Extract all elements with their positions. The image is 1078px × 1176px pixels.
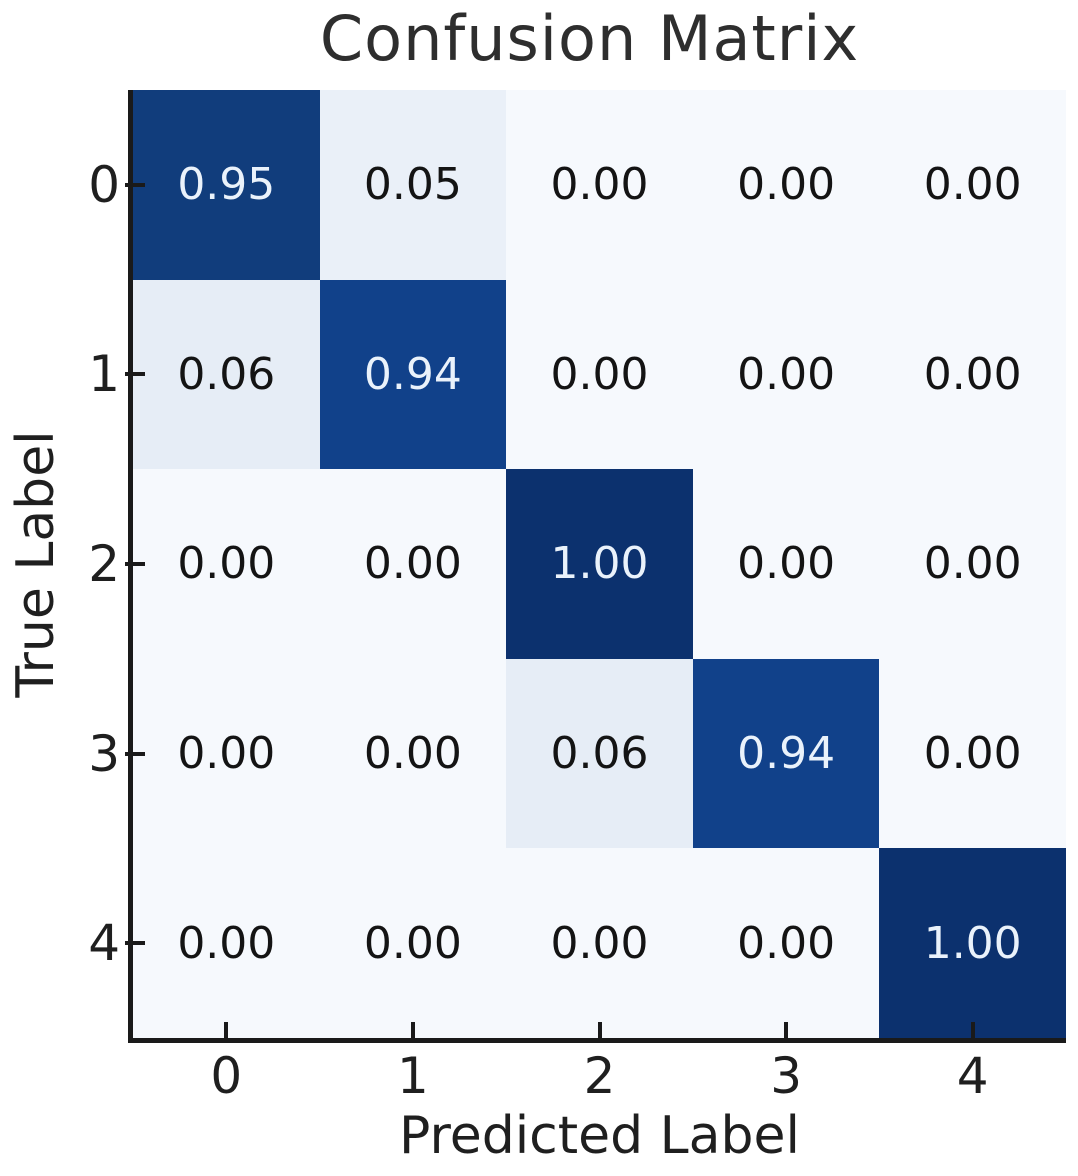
y-tick-label-2: 2 [88,535,120,593]
x-tick-mark-2 [597,1022,602,1041]
matrix-cell-r3c2: 0.06 [506,658,693,849]
x-tick-label-4: 4 [956,1047,989,1105]
x-tick-label-2: 2 [583,1047,616,1105]
matrix-cell-r4c1: 0.00 [319,848,507,1038]
x-tick-mark-3 [784,1022,789,1041]
matrix-cell-r0c2: 0.00 [506,90,693,280]
matrix-cell-r1c4: 0.00 [879,279,1066,470]
x-tick-label-1: 1 [396,1047,429,1105]
matrix-cell-r0c4: 0.00 [879,90,1066,280]
matrix-cell-r2c3: 0.00 [692,469,880,659]
matrix-cell-r3c3: 0.94 [692,658,880,849]
x-tick-mark-4 [970,1022,975,1041]
y-tick-mark-2 [125,562,145,566]
matrix-cell-r2c4: 0.00 [879,469,1066,659]
heatmap-plot: 0.95 0.05 0.00 0.00 0.00 0.06 0.94 0.00 0.00 0.00… [125,90,1066,1043]
matrix-cell-r3c4: 0.00 [879,658,1066,849]
y-tick-label-0: 0 [88,155,120,214]
x-axis-spine [128,1038,1066,1043]
x-axis-label: Predicted Label [399,1106,800,1166]
matrix-cell-r1c0: 0.06 [133,279,320,470]
matrix-cell-r4c4: 1.00 [879,848,1066,1038]
matrix-cell-r3c0: 0.00 [133,658,320,849]
matrix-cell-r4c3: 0.00 [692,848,880,1038]
matrix-cell-r2c0: 0.00 [133,469,320,659]
matrix-cell-r1c3: 0.00 [692,279,880,470]
y-tick-mark-3 [125,751,145,756]
y-tick-mark-0 [125,182,145,187]
matrix-cell-r4c0: 0.00 [133,848,320,1038]
heatmap-cells: 0.95 0.05 0.00 0.00 0.00 0.06 0.94 0.00 0.00 0.00… [133,90,1066,1038]
x-tick-label-0: 0 [210,1047,243,1105]
matrix-cell-r1c1: 0.94 [319,279,507,470]
y-tick-label-1: 1 [88,345,120,404]
matrix-cell-r2c2: 1.00 [506,469,693,659]
matrix-cell-r3c1: 0.00 [319,658,507,849]
y-tick-label-3: 3 [88,724,120,783]
y-tick-label-4: 4 [88,914,120,973]
matrix-cell-r2c1: 0.00 [319,469,507,659]
x-tick-mark-0 [224,1022,229,1041]
matrix-cell-r0c1: 0.05 [319,90,507,280]
matrix-cell-r0c3: 0.00 [692,90,880,280]
matrix-cell-r0c0: 0.95 [133,90,320,280]
y-tick-mark-1 [125,372,145,377]
y-tick-mark-4 [125,941,145,946]
x-tick-label-3: 3 [770,1047,802,1105]
matrix-cell-r4c2: 0.00 [506,848,693,1038]
x-tick-mark-1 [410,1022,415,1041]
chart-title: Confusion Matrix [319,2,860,75]
y-axis-spine [128,90,133,1043]
matrix-cell-r1c2: 0.00 [506,279,693,470]
